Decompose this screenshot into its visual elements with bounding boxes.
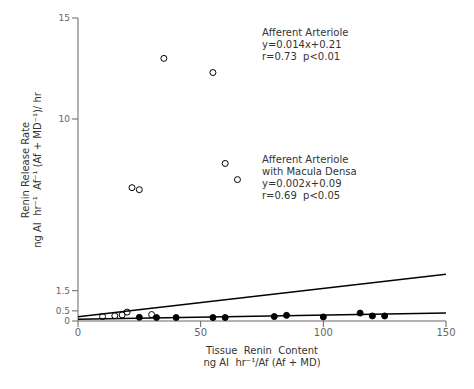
svg-text:0.5: 0.5 xyxy=(56,306,70,316)
html-text:Afferent Arteriole y=0.014x+0.: Afferent Arteriole y=0.014x+0.21 r=0.73 … xyxy=(262,27,349,63)
svg-text:1.5: 1.5 xyxy=(56,286,70,296)
svg-text:0: 0 xyxy=(64,316,70,326)
svg-text:100: 100 xyxy=(314,327,333,338)
html-text:Afferent Arteriole with Macula: Afferent Arteriole with Macula Densa y=0… xyxy=(262,154,357,202)
html-text:Renin Release Rate ng AI hr⁻¹: Renin Release Rate ng AI hr⁻¹ Af⁻¹ (Af +… xyxy=(20,91,43,248)
svg-text:150: 150 xyxy=(436,327,455,338)
svg-text:15: 15 xyxy=(59,13,70,23)
html-text:Tissue Renin Content ng AI hr⁻: Tissue Renin Content ng AI hr⁻¹/Af (Af +… xyxy=(203,345,321,368)
svg-text:50: 50 xyxy=(194,327,207,338)
svg-text:10: 10 xyxy=(59,114,71,124)
svg-text:0: 0 xyxy=(75,327,81,338)
